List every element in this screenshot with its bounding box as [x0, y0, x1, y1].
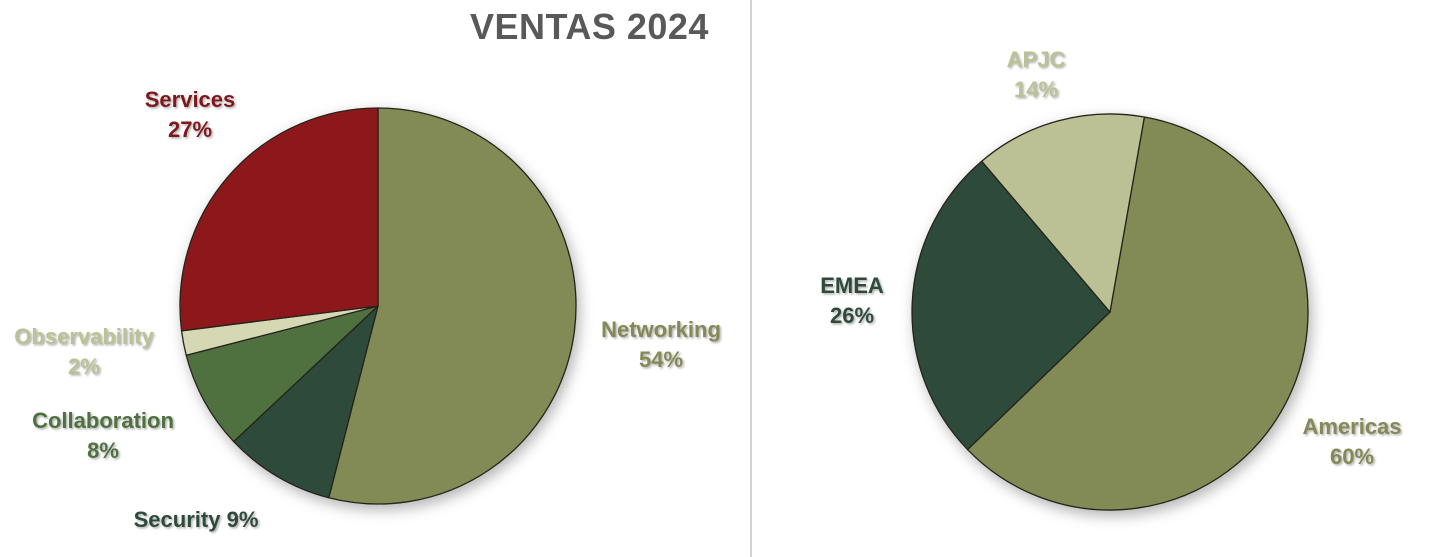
label-networking-name: Networking — [601, 317, 721, 342]
label-americas-name: Americas — [1302, 414, 1402, 439]
label-networking: Networking 54% — [601, 315, 721, 375]
label-emea-pct: 26% — [829, 303, 875, 328]
pie-slice-security — [233, 305, 379, 499]
pie-chart-ventas — [179, 107, 577, 505]
label-observability-pct: 2% — [68, 354, 100, 379]
pie-slice-emea — [911, 160, 1111, 451]
label-apjc: APJC 14% — [1007, 45, 1066, 105]
pie-slice-services — [179, 107, 379, 332]
panel-divider — [750, 0, 752, 557]
label-services: Services 27% — [145, 85, 236, 145]
label-apjc-name: APJC — [1006, 47, 1066, 72]
label-americas-pct: 60% — [1329, 444, 1375, 469]
label-networking-pct: 54% — [638, 347, 684, 372]
label-security-name: Security — [133, 507, 221, 532]
pie-slice-networking — [328, 107, 577, 505]
label-collaboration: Collaboration 8% — [32, 406, 174, 466]
label-apjc-pct: 14% — [1013, 77, 1059, 102]
label-collaboration-pct: 8% — [87, 438, 119, 463]
label-americas: Americas 60% — [1302, 412, 1401, 472]
pie-slice-collaboration — [185, 305, 379, 443]
chart-title: VENTAS 2024 — [470, 6, 709, 47]
label-security: Security 9% — [134, 505, 259, 535]
pie-slice-americas — [966, 116, 1309, 511]
label-services-pct: 27% — [167, 117, 213, 142]
label-emea: EMEA 26% — [820, 271, 884, 331]
label-collaboration-name: Collaboration — [32, 408, 174, 433]
label-emea-name: EMEA — [820, 273, 884, 298]
pie-chart-regions — [911, 113, 1309, 511]
label-services-name: Services — [144, 87, 236, 112]
pie-slice-apjc — [981, 113, 1146, 313]
label-observability-name: Observability — [14, 324, 154, 349]
label-security-pct: 9% — [226, 507, 259, 532]
label-observability: Observability 2% — [14, 322, 153, 382]
